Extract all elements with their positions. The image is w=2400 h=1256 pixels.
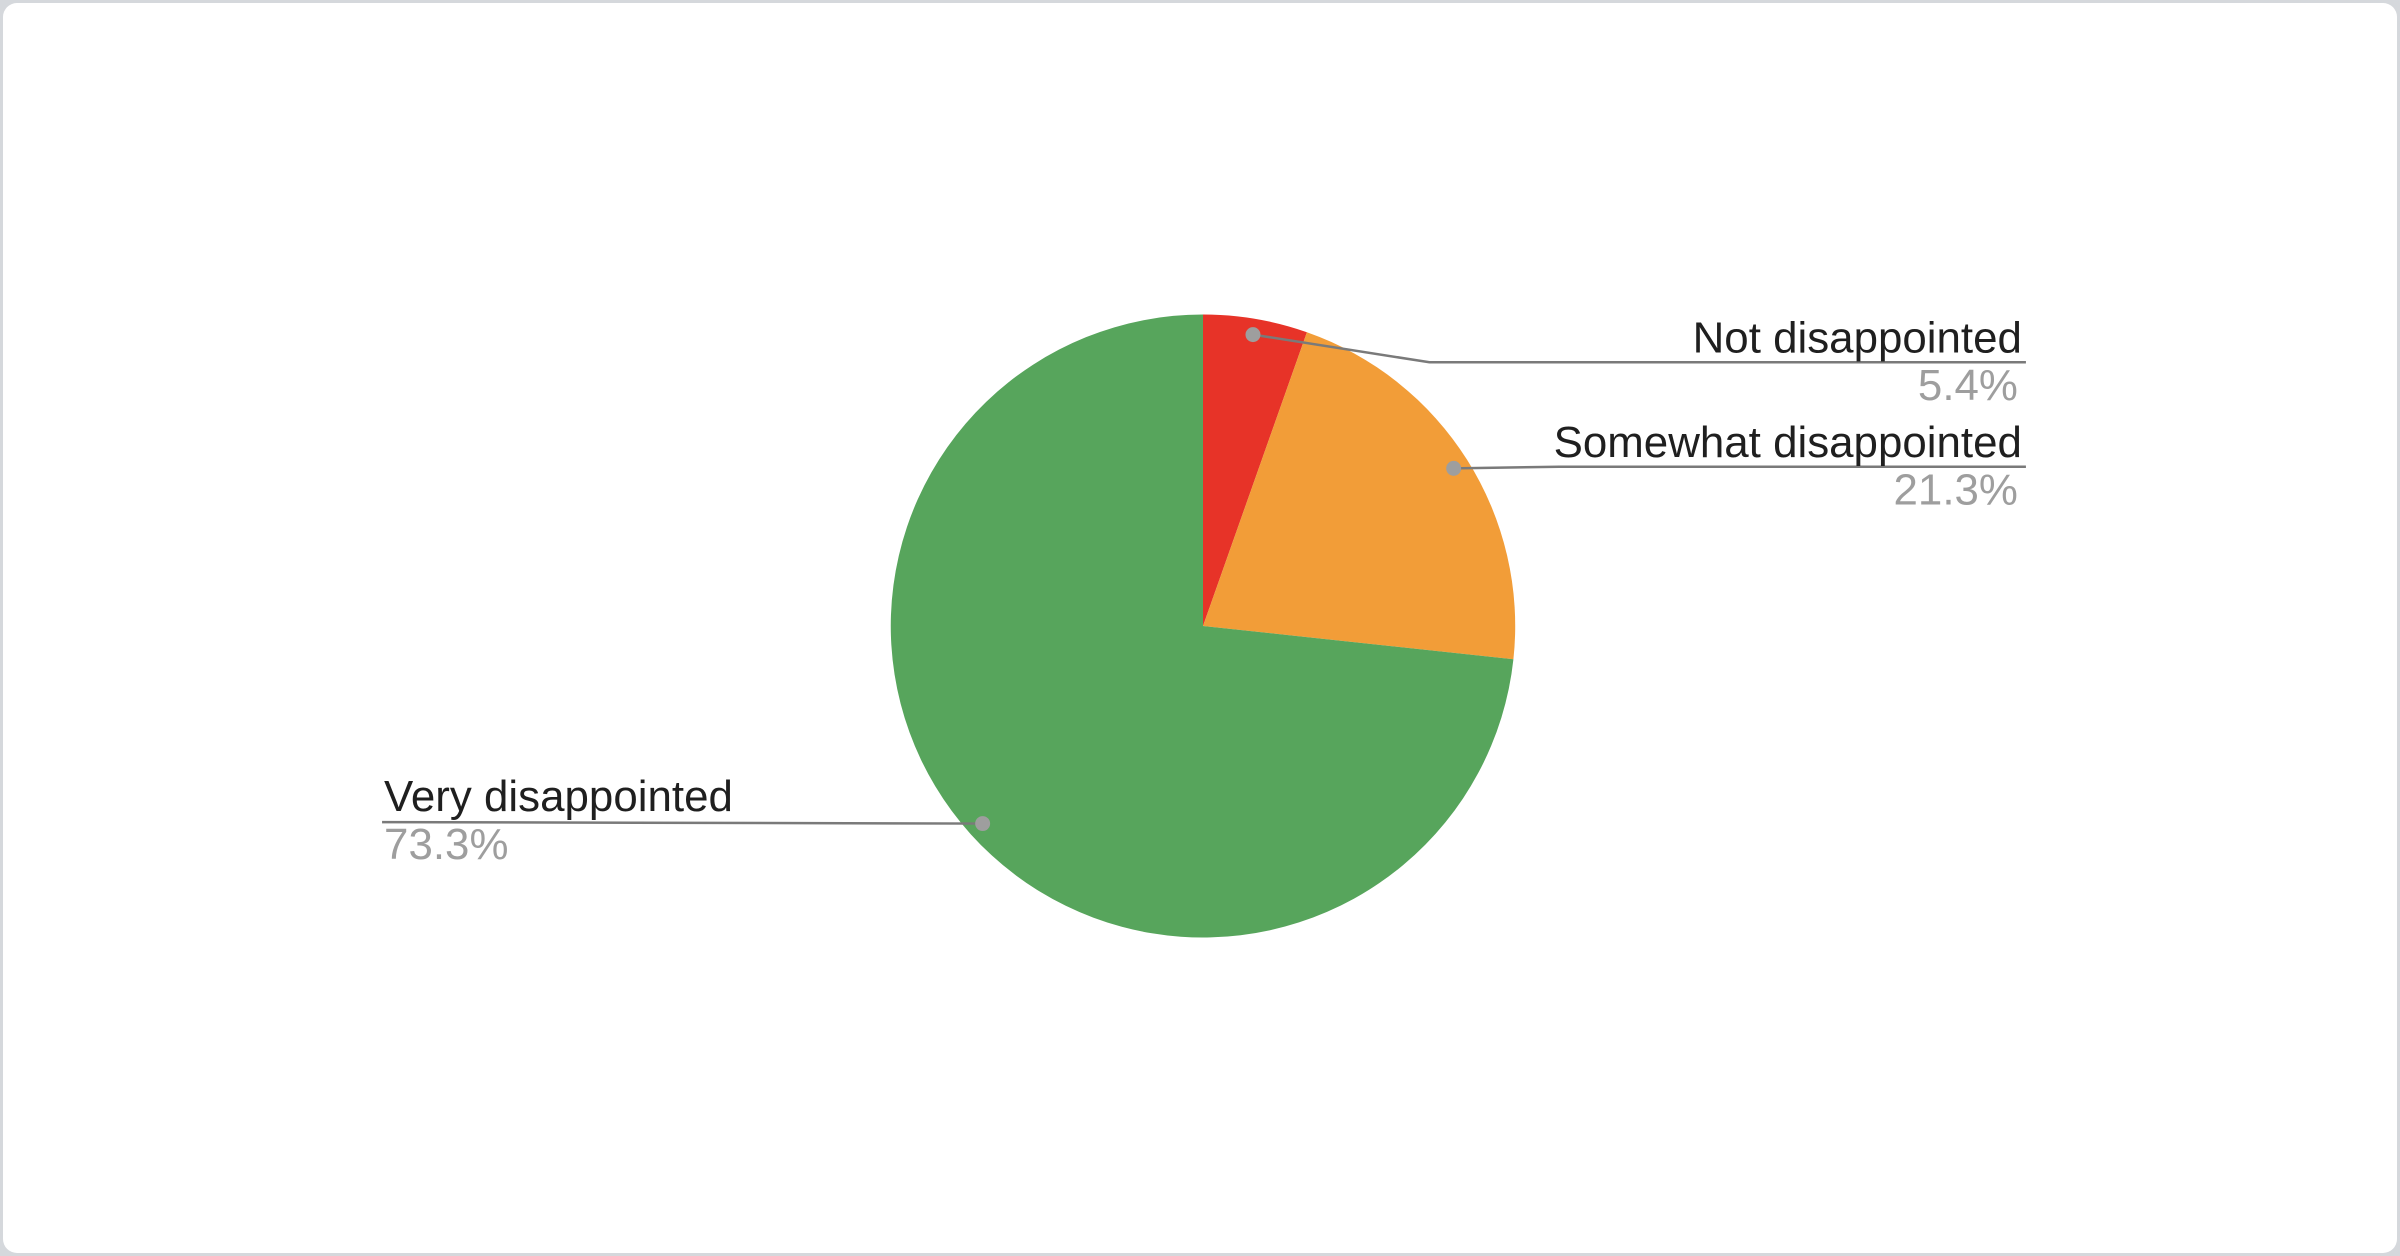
- callout-dot-somewhat-disappointed: [1446, 460, 1462, 476]
- slice-label-very-disappointed: Very disappointed: [384, 772, 733, 821]
- leader-line-not-disappointed: [1252, 333, 2026, 364]
- leader-line-somewhat-disappointed: [1453, 465, 2026, 470]
- pie-slice-somewhat-disappointed[interactable]: [1202, 332, 1516, 660]
- slice-value-very-disappointed: 73.3%: [384, 820, 508, 869]
- leader-lines: [382, 333, 2026, 825]
- pie-slice-very-disappointed[interactable]: [890, 314, 1514, 938]
- slice-value-not-disappointed: 5.4%: [1918, 361, 2018, 410]
- leader-line-very-disappointed: [382, 820, 983, 825]
- slice-label-not-disappointed: Not disappointed: [1693, 313, 2022, 362]
- pie-chart-svg: Not disappointed 5.4% Somewhat disappoin…: [382, 313, 2026, 938]
- pie-slice-not-disappointed[interactable]: [1202, 314, 1307, 627]
- slice-labels: Not disappointed 5.4% Somewhat disappoin…: [384, 313, 2022, 869]
- callout-dots: [975, 327, 1462, 832]
- pie-wedges: [890, 314, 1516, 938]
- pie-chart-card: Not disappointed 5.4% Somewhat disappoin…: [3, 3, 2397, 1253]
- callout-dot-not-disappointed: [1245, 327, 1261, 343]
- callout-dot-very-disappointed: [975, 816, 991, 832]
- slice-label-somewhat-disappointed: Somewhat disappointed: [1554, 418, 2022, 467]
- slice-value-somewhat-disappointed: 21.3%: [1894, 466, 2018, 515]
